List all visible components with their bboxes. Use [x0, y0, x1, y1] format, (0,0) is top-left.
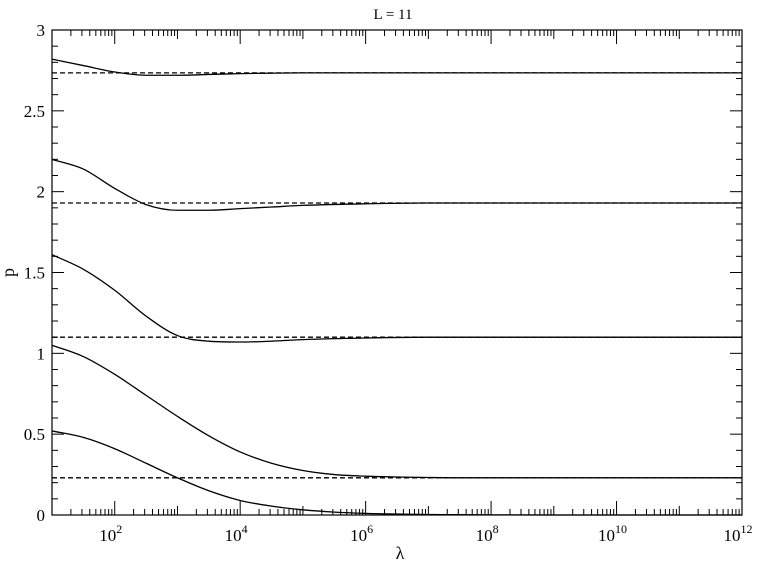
x-tick-label: 104: [225, 522, 248, 545]
series-layer: [51, 58, 742, 516]
y-tick-label: 0: [37, 506, 46, 525]
y-tick-label: 0.5: [24, 425, 45, 444]
x-tick-label: 108: [476, 522, 499, 545]
y-tick-label: 2: [37, 183, 46, 202]
y-tick-label: 1.5: [24, 264, 45, 283]
y-tick-label: 3: [37, 21, 46, 40]
x-tick-label: 106: [350, 522, 373, 545]
plot-frame: [51, 29, 743, 516]
x-axis-label: λ: [396, 543, 405, 563]
x-tick-label: 102: [99, 522, 122, 545]
tick-labels-layer: 0 0.5 1 1.5 2 2.5 3 102 104 106 108 1010 1012: [24, 21, 753, 545]
series-line-4: [51, 158, 742, 211]
x-tick-label: 1012: [724, 522, 753, 545]
series-line-2: [51, 344, 742, 479]
y-axis-label: p: [0, 268, 18, 277]
series-line-3: [51, 254, 742, 343]
y-tick-label: 2.5: [24, 102, 45, 121]
y-tick-label: 1: [37, 344, 46, 363]
chart-title: L = 11: [373, 7, 412, 23]
ticks-layer: [51, 29, 743, 516]
x-tick-label: 1010: [598, 522, 627, 545]
